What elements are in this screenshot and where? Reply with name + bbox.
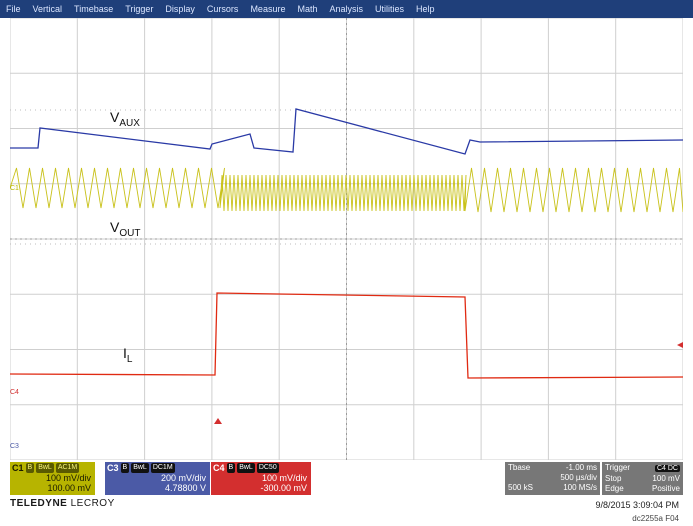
c1-offset: 100.00 mV [47, 483, 91, 493]
c3-vdiv: 200 mV/div [160, 473, 206, 483]
menu-trigger[interactable]: Trigger [125, 4, 154, 14]
menu-help[interactable]: Help [416, 4, 435, 14]
menu-timebase[interactable]: Timebase [74, 4, 114, 14]
timebase-tdiv: 500 µs/div [560, 473, 597, 482]
trigger-label: Trigger [605, 463, 631, 472]
c1-chip-coupling: AC1M [55, 463, 80, 473]
trigger-slope: Positive [651, 484, 680, 493]
menu-file[interactable]: File [6, 4, 21, 14]
c4-chip-bwl: BwL [237, 463, 255, 473]
channel-c1-panel[interactable]: C1 B BwL AC1M 100 mV/div 100.00 mV [10, 462, 95, 495]
c1-vdiv: 100 mV/div [45, 473, 91, 483]
c3-ground-marker[interactable]: C3 [10, 443, 19, 450]
menu-measure[interactable]: Measure [250, 4, 286, 14]
vout-trace [10, 167, 683, 213]
timebase-panel[interactable]: Tbase -1.00 ms 500 µs/div 500 kS 100 MS/… [505, 462, 600, 495]
trigger-mode: Stop [605, 474, 622, 483]
waveform-area[interactable]: VAUX VOUT IL C1 C4 C3 [10, 18, 683, 460]
menu-display[interactable]: Display [165, 4, 195, 14]
c4-ground-marker[interactable]: C4 [10, 389, 19, 396]
status-bar: C1 B BwL AC1M 100 mV/div 100.00 mV C3 B … [10, 460, 683, 524]
c4-offset: -300.00 mV [260, 483, 307, 493]
graticule [10, 18, 683, 460]
brand-light: LECROY [70, 498, 115, 509]
c4-vdiv: 100 mV/div [261, 473, 307, 483]
trigger-level-marker[interactable] [677, 342, 683, 348]
c3-chip-b: B [120, 463, 130, 473]
c1-ground-marker[interactable]: C1 [10, 185, 19, 192]
timebase-delay: -1.00 ms [565, 463, 597, 472]
channel-c3-panel[interactable]: C3 B BwL DC1M 200 mV/div 4.78800 V [105, 462, 210, 495]
il-label: IL [123, 345, 133, 365]
timebase-label: Tbase [508, 463, 531, 472]
c4-name: C4 [213, 463, 225, 473]
menu-analysis[interactable]: Analysis [329, 4, 363, 14]
trigger-chip: C4 DC [654, 465, 680, 472]
trigger-level: 100 mV [652, 474, 680, 483]
channel-c4-panel[interactable]: C4 B BwL DC50 100 mV/div -300.00 mV [211, 462, 311, 495]
scope-display[interactable]: VAUX VOUT IL C1 C4 C3 [10, 18, 683, 460]
timebase-samples: 500 kS [508, 483, 533, 492]
vaux-trace [10, 108, 683, 155]
menu-vertical[interactable]: Vertical [32, 4, 63, 14]
vaux-label: VAUX [110, 109, 140, 129]
trigger-type: Edge [605, 484, 624, 493]
brand-bold: TELEDYNE [10, 498, 68, 509]
trigger-panel[interactable]: Trigger C4 DC Stop 100 mV Edge Positive [602, 462, 683, 495]
timebase-rate: 100 MS/s [563, 483, 597, 492]
figure-id: dc2255a F04 [632, 514, 679, 523]
menu-cursors[interactable]: Cursors [206, 4, 239, 14]
vout-label: VOUT [110, 219, 140, 239]
timestamp: 9/8/2015 3:09:04 PM [595, 500, 679, 510]
il-trace [10, 292, 683, 379]
c4-chip-b: B [226, 463, 236, 473]
c1-chip-bwl: BwL [36, 463, 54, 473]
c3-offset: 4.78800 V [164, 483, 206, 493]
c3-chip-bwl: BwL [131, 463, 149, 473]
c1-chip-b: B [25, 463, 35, 473]
c3-chip-coupling: DC1M [150, 463, 175, 473]
trigger-position-marker[interactable] [214, 418, 222, 424]
menu-utilities[interactable]: Utilities [374, 4, 404, 14]
c4-chip-coupling: DC50 [256, 463, 279, 473]
c3-name: C3 [107, 463, 119, 473]
menu-math[interactable]: Math [297, 4, 318, 14]
menu-bar: File Vertical Timebase Trigger Display C… [0, 0, 693, 18]
brand-logo: TELEDYNE LECROY [10, 498, 115, 509]
c1-name: C1 [12, 463, 24, 473]
